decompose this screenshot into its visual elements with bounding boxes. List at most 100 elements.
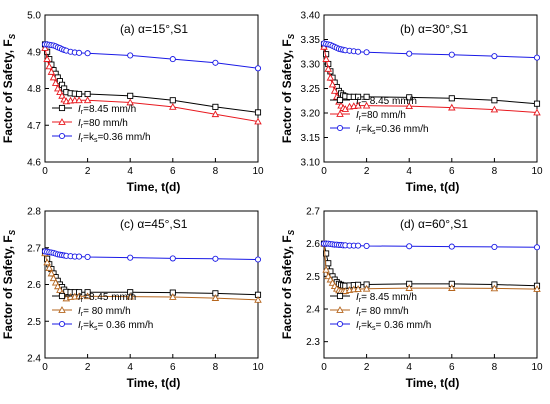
data-point [76,49,83,56]
y-tick-label: 2.7 [27,243,41,254]
data-point [355,48,362,55]
data-point [254,65,262,72]
data-point [45,264,54,271]
legend-entry: Ir=ks=0.36 mm/h [356,124,429,136]
data-point [84,253,91,260]
y-tick-label: 3.20 [301,109,321,120]
panel-title: (b) α=30°,S1 [400,22,468,36]
legend-marker [58,306,66,313]
data-point [126,292,134,300]
y-tick-label: 2.6 [27,280,41,291]
legend-marker [336,124,344,132]
data-point [47,68,56,75]
y-tick-label: 2.8 [27,207,41,218]
data-point [51,79,60,86]
y-axis-label: Factor of Safety, FS [280,33,296,143]
x-tick-label: 2 [85,362,91,373]
panel-a: 0 2 4 6 8 10 4.6 4.7 4.8 4.9 5.0 Time, t(d) Factor o… [1,11,264,195]
x-tick-label: 0 [42,166,48,177]
x-tick-label: 4 [127,362,133,373]
legend-entry: Ir=ks= 0.36 mm/h [356,320,431,332]
data-point [76,90,83,98]
x-tick-label: 0 [321,166,327,177]
y-tick-label: 2.3 [306,337,320,348]
x-tick-label: 0 [42,362,48,373]
x-tick-label: 8 [492,166,498,177]
data-point [405,102,413,109]
data-point [355,93,362,100]
data-point [363,49,370,56]
y-tick-label: 4.7 [27,121,41,132]
y-tick-label: 2.6 [306,239,320,250]
data-point [254,117,262,125]
data-point [83,96,92,104]
legend-marker [58,104,66,112]
data-point [448,95,455,102]
x-tick-label: 10 [252,362,264,373]
data-point [127,254,134,261]
data-point [75,96,83,104]
data-point [325,260,332,267]
y-tick-label: 3.15 [301,133,321,144]
data-point [84,50,91,57]
data-point [533,54,541,61]
y-tick-label: 2.4 [306,305,320,316]
x-tick-label: 0 [321,362,327,373]
data-point [84,90,91,98]
legend: Ir= 8.45 mm/h Ir=80 mm/h Ir=ks=0.36 mm/h [330,96,429,136]
data-point [75,292,83,300]
legend-marker [336,320,344,328]
y-tick-label: 2.5 [306,272,320,283]
series-2 [41,41,262,72]
data-point [448,284,456,291]
data-point [254,256,262,263]
data-point [323,250,330,257]
data-point [212,59,219,66]
data-point [362,284,371,292]
data-point [362,101,371,109]
x-tick-label: 10 [252,166,264,177]
data-point [354,101,362,109]
data-point [41,44,49,51]
data-point [355,242,362,249]
data-point [448,243,455,250]
y-tick-label: 3.30 [301,60,321,71]
x-tick-label: 2 [364,362,370,373]
data-point [83,292,92,300]
x-tick-label: 8 [213,362,219,373]
legend-marker [336,110,344,117]
y-tick-label: 3.25 [301,84,321,95]
legend-entry: Ir= 80 mm/h [356,306,409,318]
legend-entry: Ir= 80 mm/h [78,306,131,318]
data-point [448,51,455,58]
series-line [323,243,538,287]
x-tick-label: 6 [449,166,455,177]
data-point [212,103,219,110]
x-tick-label: 4 [127,166,133,177]
plot-frame [323,14,538,163]
data-point [324,64,333,72]
legend: Ir=8.45 mm/h Ir= 80 mm/h Ir=ks= 0.36 mm/h [52,292,153,332]
legend-marker [336,306,344,313]
y-tick-label: 2.7 [306,207,320,218]
data-point [533,108,541,116]
y-tick-label: 2.4 [27,354,41,365]
legend-entry: Ir= 8.45 mm/h [356,292,417,304]
y-tick-label: 4.8 [27,84,41,95]
data-point [211,110,220,118]
legend-marker [336,292,344,300]
legend-marker [58,132,66,140]
panel-title: (c) α=45°,S1 [120,217,188,231]
data-point [491,53,498,60]
data-point [126,98,134,106]
data-point [533,244,541,251]
legend-entry: Ir=8.45 mm/h [78,292,136,304]
legend-marker [58,292,66,300]
legend-entry: Ir=ks=0.36 mm/h [78,132,151,144]
data-point [254,296,262,303]
legend: Ir= 8.45 mm/h Ir= 80 mm/h Ir=ks= 0.36 mm/h [330,292,431,332]
x-tick-label: 8 [213,166,219,177]
x-axis-label: Time, t(d) [406,180,460,194]
data-point [405,284,413,291]
data-point [491,243,498,250]
